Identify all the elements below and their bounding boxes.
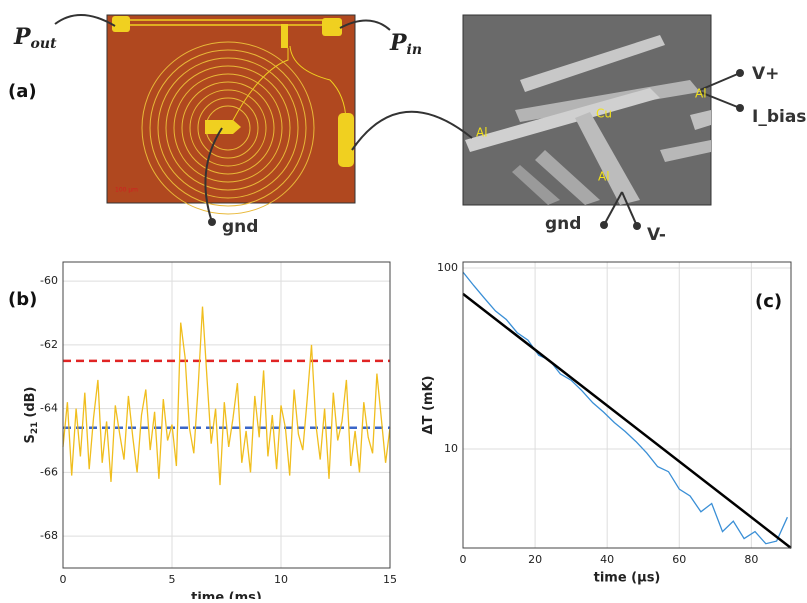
p-in-main: P (389, 30, 408, 56)
sem-label: Al (695, 87, 707, 101)
lead-dots (208, 69, 744, 230)
plot-frame (62, 261, 391, 569)
p-out-sub: out (31, 36, 58, 52)
y-tick-label: -68 (40, 529, 58, 542)
x-tick-label: 40 (600, 553, 614, 566)
p-out-main: P (13, 24, 32, 50)
x-tick-label: 5 (169, 573, 176, 586)
sem-image (462, 14, 712, 206)
y-label-main: ΔT (mK) (421, 376, 436, 435)
data-line (62, 306, 391, 486)
y-label-sub: 21 (30, 422, 40, 435)
panel-label: (a) (8, 81, 37, 102)
panel-label: (b) (8, 289, 37, 310)
plot-area (63, 262, 390, 568)
p-in-sub: in (407, 42, 423, 58)
x-tick-label: 10 (274, 573, 288, 586)
x-tick-label: 60 (672, 553, 686, 566)
y-tick-label: -62 (40, 338, 58, 351)
v-minus-label: V- (647, 225, 666, 245)
plot-area (463, 262, 791, 548)
x-tick-label: 20 (528, 553, 542, 566)
p-out-label: Pout (13, 24, 57, 52)
x-tick-label: 0 (60, 573, 67, 586)
sem-label: Cu (596, 107, 612, 121)
data-line (462, 292, 792, 549)
y-tick-label: -66 (40, 465, 58, 478)
gnd-label: gnd (222, 217, 258, 237)
y-tick-label: 100 (437, 261, 458, 274)
y-axis-label: S21 (dB) (23, 386, 40, 443)
sem-label: Al (598, 170, 610, 184)
i-bias-label: I_bias (752, 107, 806, 127)
y-tick-label: -60 (40, 274, 58, 287)
lead-lines (54, 14, 741, 227)
sem-label: Al (476, 126, 488, 140)
x-tick-label: 80 (744, 553, 758, 566)
device-photo: 100 µm (106, 14, 356, 215)
x-axis-label: time (µs) (594, 571, 661, 586)
v-plus-label: V+ (752, 64, 779, 84)
panel-label: (c) (755, 291, 782, 312)
x-tick-label: 0 (460, 553, 467, 566)
y-tick-label: -64 (40, 402, 58, 415)
gnd-label: gnd (545, 214, 581, 234)
y-label-main: S (23, 434, 38, 443)
y-axis-label: ΔT (mK) (421, 376, 436, 435)
data-line (462, 271, 788, 545)
x-tick-label: 15 (383, 573, 397, 586)
x-axis-label: time (ms) (191, 591, 262, 600)
y-label-unit: (dB) (23, 386, 38, 417)
y-tick-label: 10 (444, 442, 458, 455)
svg-text:100 µm: 100 µm (115, 187, 138, 194)
p-in-label: Pin (389, 30, 422, 58)
plot-frame (462, 261, 792, 549)
